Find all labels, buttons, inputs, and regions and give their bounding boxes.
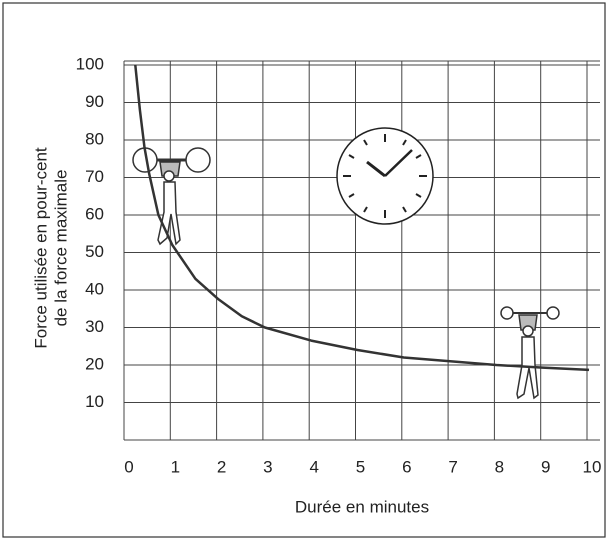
x-tick-label: 1	[171, 457, 180, 476]
x-tick-label: 9	[541, 457, 550, 476]
weightlifter-icon	[132, 147, 211, 246]
x-tick-label: 5	[356, 457, 365, 476]
y-tick-label: 80	[85, 129, 104, 148]
x-tick-label: 2	[217, 457, 226, 476]
clock-icon	[336, 127, 434, 225]
grid	[123, 60, 600, 441]
x-tick-label: 6	[402, 457, 411, 476]
y-axis-label: de la force maximale	[51, 170, 70, 327]
data-line	[134, 64, 590, 372]
y-tick-label: 30	[85, 317, 104, 336]
weightlifter-icon	[500, 306, 560, 400]
y-tick-label: 40	[85, 279, 104, 298]
x-axis-label: Durée en minutes	[295, 497, 429, 516]
y-tick-label: 70	[85, 167, 104, 186]
y-tick-label: 60	[85, 204, 104, 223]
y-tick-label: 50	[85, 242, 104, 261]
y-axis-label: Force utilisée en pour-cent	[31, 147, 50, 349]
x-tick-label: 4	[309, 457, 318, 476]
x-tick-label: 3	[263, 457, 272, 476]
x-tick-label: 0	[124, 457, 133, 476]
y-tick-label: 10	[85, 392, 104, 411]
x-tick-label: 7	[448, 457, 457, 476]
x-tick-label: 8	[495, 457, 504, 476]
y-tick-label: 100	[76, 54, 104, 73]
y-tick-label: 20	[85, 354, 104, 373]
x-tick-label: 10	[583, 457, 602, 476]
y-tick-label: 90	[85, 92, 104, 111]
